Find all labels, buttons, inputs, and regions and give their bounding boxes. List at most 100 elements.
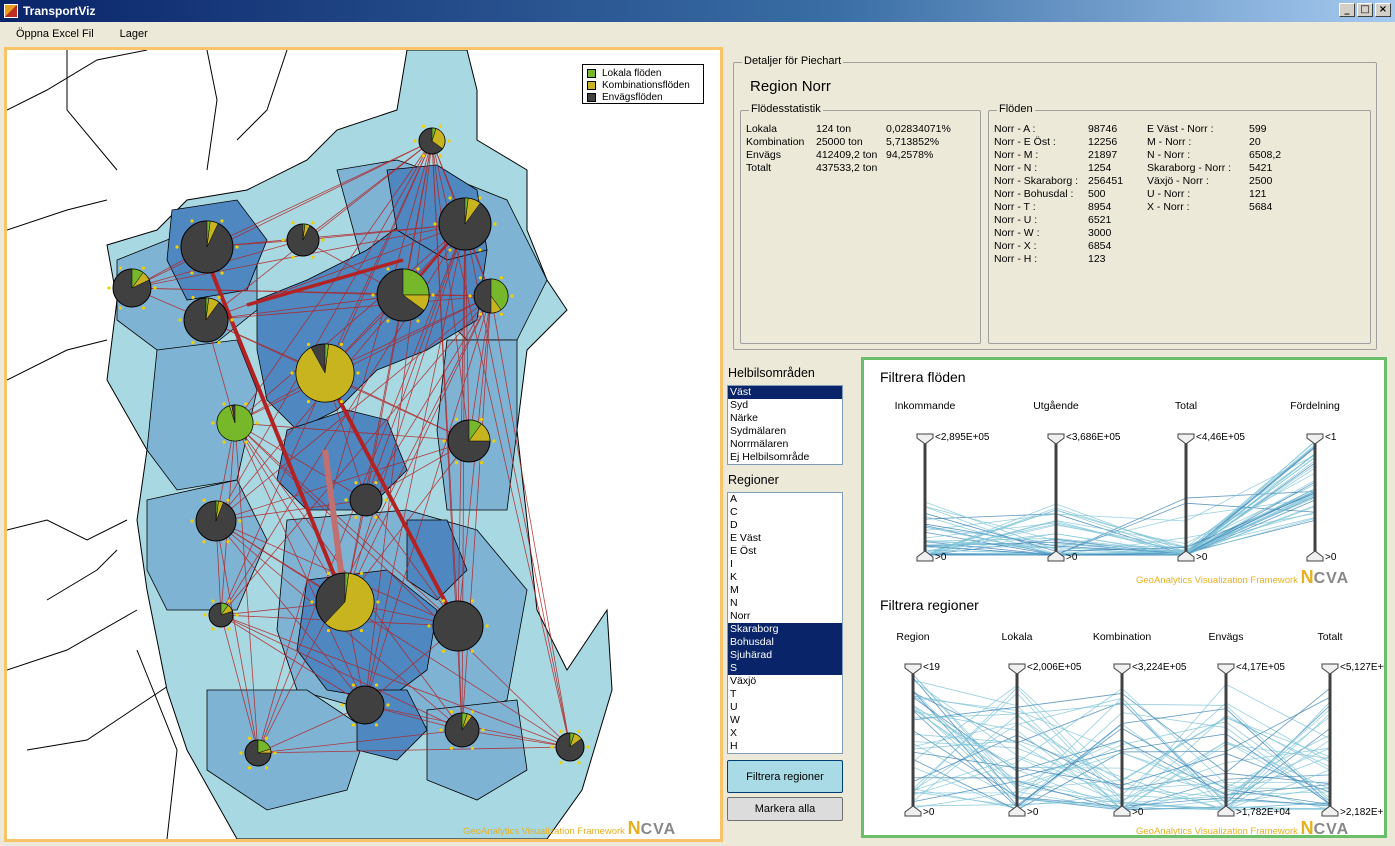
pc-range-max: <19 bbox=[923, 662, 940, 673]
region-pie-chart[interactable] bbox=[203, 599, 239, 631]
regioner-list-item[interactable]: N bbox=[730, 597, 738, 609]
menu-layers[interactable]: Lager bbox=[119, 28, 148, 40]
regioner-list-item[interactable]: M bbox=[730, 584, 739, 596]
region-pie-chart[interactable] bbox=[190, 498, 242, 544]
region-pie-chart[interactable] bbox=[433, 196, 497, 252]
map-legend: Lokala flöden Kombinationsflöden Envägsf… bbox=[582, 64, 704, 104]
pc-handle-max[interactable] bbox=[1306, 433, 1324, 445]
pc-range-max: <4,46E+05 bbox=[1196, 432, 1245, 443]
region-pie-chart[interactable] bbox=[239, 736, 277, 770]
regioner-list-item[interactable]: D bbox=[730, 519, 738, 531]
pc-range-max: <2,006E+05 bbox=[1027, 662, 1082, 673]
pc-handle-min[interactable] bbox=[916, 550, 934, 562]
pc-handle-min[interactable] bbox=[1047, 550, 1065, 562]
pc-handle-max[interactable] bbox=[1008, 663, 1026, 675]
pc-handle-max[interactable] bbox=[1217, 663, 1235, 675]
details-group: Detaljer för Piechart bbox=[733, 55, 1377, 350]
helbil-list-item[interactable]: Syd bbox=[730, 399, 749, 411]
close-button[interactable]: × bbox=[1375, 3, 1391, 17]
pc-range-min: >1,782E+04 bbox=[1236, 807, 1291, 818]
map-view[interactable]: Lokala flöden Kombinationsflöden Envägsf… bbox=[4, 47, 723, 842]
region-pie-chart[interactable] bbox=[211, 402, 259, 444]
flow-name: Norr - Skaraborg : bbox=[994, 175, 1079, 187]
pc-handle-min[interactable] bbox=[904, 805, 922, 817]
stat-percent: 94,2578% bbox=[886, 149, 934, 161]
minimize-button[interactable]: _ bbox=[1339, 3, 1355, 17]
pc-handle-max[interactable] bbox=[1321, 663, 1339, 675]
flow-value: 20 bbox=[1249, 136, 1261, 148]
regioner-list-item[interactable]: S bbox=[728, 662, 842, 675]
pc-handle-min[interactable] bbox=[1306, 550, 1324, 562]
pc-handle-max[interactable] bbox=[1113, 663, 1131, 675]
region-pie-chart[interactable] bbox=[340, 683, 390, 727]
pc-handle-min[interactable] bbox=[1113, 805, 1131, 817]
regioner-list-item[interactable]: Skaraborg bbox=[728, 623, 842, 636]
pc-handle-max[interactable] bbox=[1177, 433, 1195, 445]
regioner-list-item[interactable]: E Öst bbox=[730, 545, 757, 557]
regioner-list-item[interactable]: Norr bbox=[730, 610, 751, 622]
watermark-n: N bbox=[627, 818, 641, 838]
regioner-list-item[interactable]: H bbox=[730, 740, 738, 752]
regioner-list-item[interactable]: A bbox=[730, 493, 738, 505]
regioner-list-item[interactable]: W bbox=[730, 714, 740, 726]
region-pie-chart[interactable] bbox=[427, 599, 489, 653]
filter-regions-button[interactable]: Filtrera regioner bbox=[727, 760, 843, 793]
stat-value: 412409,2 ton bbox=[816, 149, 878, 161]
region-pie-chart[interactable] bbox=[290, 342, 360, 404]
helbil-list-item[interactable]: Norrmälaren bbox=[730, 438, 789, 450]
helbil-list-item[interactable]: Sydmälaren bbox=[730, 425, 787, 437]
pc-handle-max[interactable] bbox=[1047, 433, 1065, 445]
pc-handle-max[interactable] bbox=[916, 433, 934, 445]
region-pie-chart[interactable] bbox=[281, 221, 325, 259]
flow-value: 500 bbox=[1088, 188, 1106, 200]
pc-handle-min[interactable] bbox=[1217, 805, 1235, 817]
regioner-list-item[interactable]: I bbox=[730, 558, 733, 570]
region-pie-chart[interactable] bbox=[107, 266, 157, 310]
pc-handle-min[interactable] bbox=[1321, 805, 1339, 817]
flow-name: Skaraborg - Norr : bbox=[1147, 162, 1232, 174]
regioner-list-item[interactable]: C bbox=[730, 506, 738, 518]
flow-value: 98746 bbox=[1088, 123, 1118, 135]
maximize-button[interactable]: □ bbox=[1357, 3, 1373, 17]
regioner-list-item[interactable]: Bohusdal bbox=[728, 636, 842, 649]
regioner-list-item[interactable]: U bbox=[730, 701, 738, 713]
region-pie-chart[interactable] bbox=[468, 276, 514, 316]
region-pie-chart[interactable] bbox=[439, 710, 485, 750]
regioner-list-item[interactable]: T bbox=[730, 688, 737, 700]
helbil-listbox[interactable]: Väst Syd Närke Sydmälaren Norrmälaren Ej Helb… bbox=[727, 385, 843, 465]
region-pie-chart[interactable] bbox=[310, 571, 380, 633]
regioner-label: Regioner bbox=[728, 473, 779, 487]
map-canvas[interactable] bbox=[7, 50, 720, 839]
flow-name: Norr - U : bbox=[994, 214, 1038, 226]
mark-all-button[interactable]: Markera alla bbox=[727, 797, 843, 821]
pc-handle-max[interactable] bbox=[904, 663, 922, 675]
region-pie-chart[interactable] bbox=[550, 729, 590, 765]
regioner-list-item[interactable]: X bbox=[730, 727, 738, 739]
stat-row: Envägs 412409,2 ton 94,2578% bbox=[746, 149, 951, 162]
helbil-list-item[interactable]: Ej Helbilsområde bbox=[730, 451, 810, 463]
flow-name: Växjö - Norr : bbox=[1147, 175, 1209, 187]
region-pie-chart[interactable] bbox=[371, 267, 435, 323]
helbil-list-item[interactable]: Väst bbox=[728, 386, 842, 399]
region-pie-chart[interactable] bbox=[344, 481, 388, 519]
region-pie-chart[interactable] bbox=[175, 219, 239, 275]
pc-axis-label: Utgående bbox=[1033, 400, 1079, 412]
menu-open-excel[interactable]: Öppna Excel Fil bbox=[16, 28, 94, 40]
pc-handle-min[interactable] bbox=[1008, 805, 1026, 817]
pc-handle-min[interactable] bbox=[1177, 550, 1195, 562]
stat-value: 124 ton bbox=[816, 123, 852, 135]
regioner-list-item[interactable]: K bbox=[730, 571, 738, 583]
watermark-g: G bbox=[463, 826, 471, 837]
region-pie-chart[interactable] bbox=[413, 124, 451, 158]
regioner-list-item[interactable]: Växjö bbox=[730, 675, 757, 687]
regioner-list-item[interactable]: Sjuhärad bbox=[728, 649, 842, 662]
flow-row: Växjö - Norr : 2500 bbox=[1147, 175, 1281, 188]
regioner-list-item[interactable]: E Väst bbox=[730, 532, 761, 544]
helbil-list-item[interactable]: Närke bbox=[730, 412, 759, 424]
parallel-coordinates-canvas[interactable] bbox=[864, 360, 1384, 835]
region-pie-chart[interactable] bbox=[178, 295, 234, 345]
pc-axis-label: Fördelning bbox=[1290, 400, 1340, 412]
pc-range-min: >0 bbox=[1325, 552, 1337, 563]
region-pie-chart[interactable] bbox=[442, 417, 496, 465]
